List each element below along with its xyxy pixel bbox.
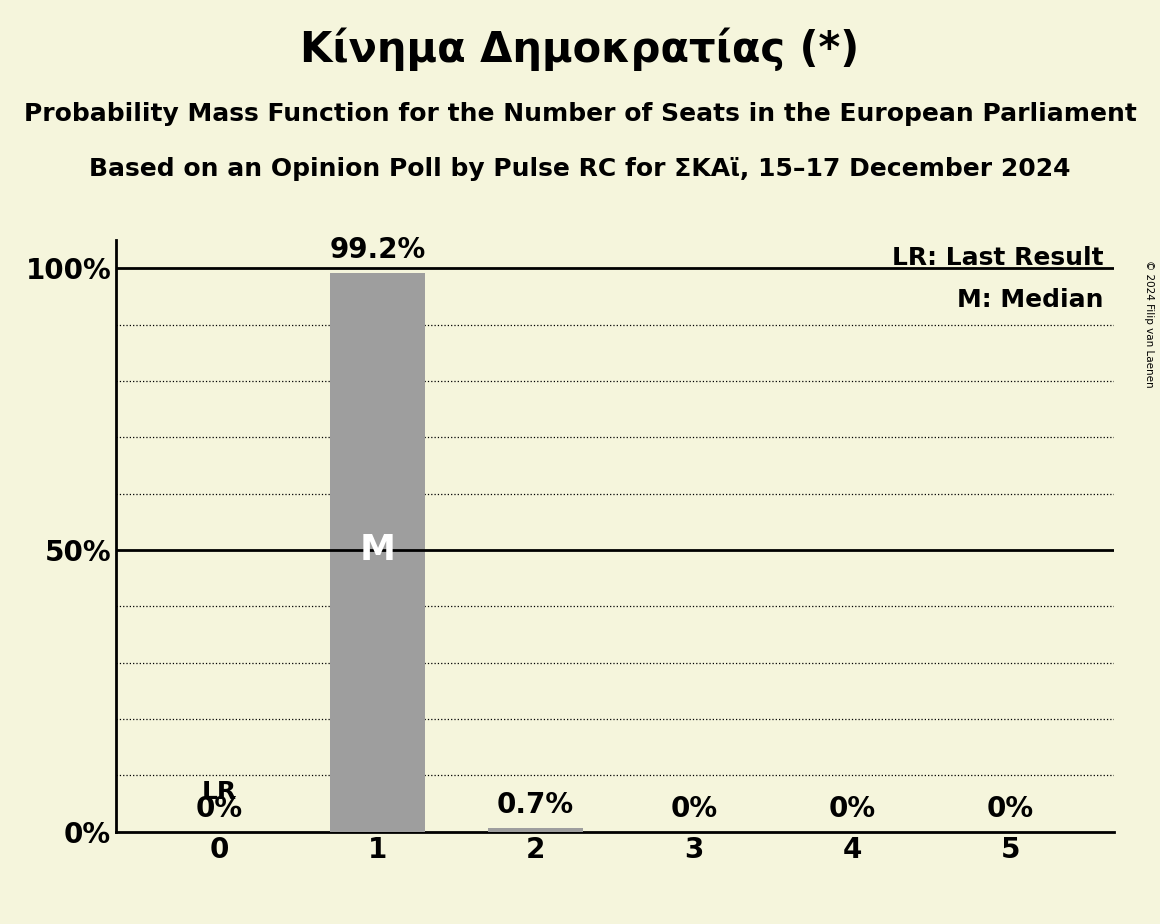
Text: 0.7%: 0.7% [498,791,574,820]
Text: 99.2%: 99.2% [329,237,426,264]
Bar [488,828,583,832]
Text: M: M [360,533,396,567]
Text: 0%: 0% [195,796,242,823]
Text: LR: LR [202,780,237,804]
Text: Probability Mass Function for the Number of Seats in the European Parliament: Probability Mass Function for the Number… [23,102,1137,126]
Text: 0%: 0% [828,796,876,823]
Text: Κίνημα Δημοκρατίας (*): Κίνημα Δημοκρατίας (*) [300,28,860,71]
Text: Based on an Opinion Poll by Pulse RC for ΣΚΑϊ, 15–17 December 2024: Based on an Opinion Poll by Pulse RC for… [89,157,1071,181]
Text: © 2024 Filip van Laenen: © 2024 Filip van Laenen [1144,260,1154,387]
Text: LR: Last Result: LR: Last Result [892,246,1103,270]
Text: M: Median: M: Median [957,287,1103,311]
Bar [329,273,425,832]
Text: 0%: 0% [987,796,1035,823]
Text: 0%: 0% [670,796,718,823]
